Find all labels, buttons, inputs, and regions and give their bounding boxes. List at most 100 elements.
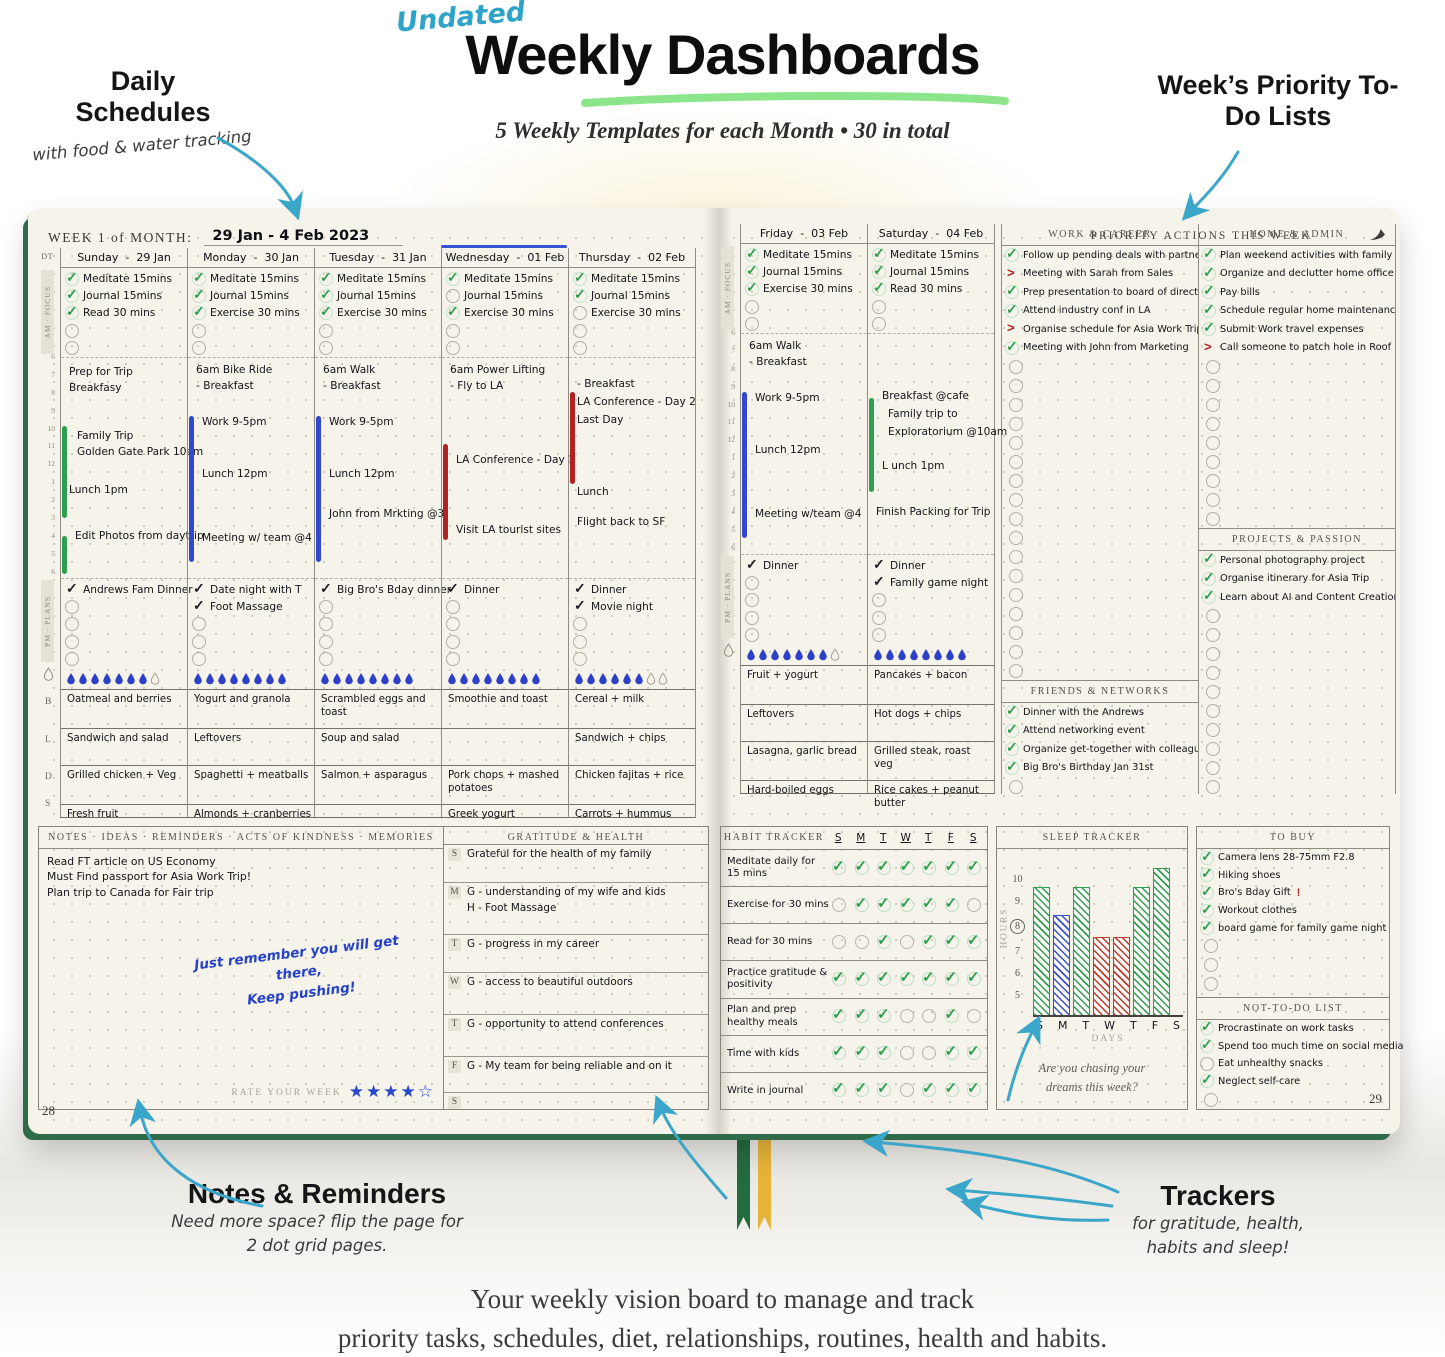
gratitude-row: S Grateful for the health of my family bbox=[444, 845, 708, 883]
habit-day-letter: T bbox=[925, 832, 932, 844]
water-drop-icon bbox=[794, 648, 804, 661]
checklist-item: Meditate 15mins bbox=[61, 269, 187, 287]
priority-item: Organise itinerary for Asia Trip bbox=[1199, 569, 1395, 589]
day-date: 30 Jan bbox=[264, 251, 299, 264]
checklist-label: Exercise 30 mins bbox=[464, 307, 554, 320]
hour-tick: 12 bbox=[47, 459, 56, 469]
page-title: Weekly Dashboards bbox=[465, 23, 980, 86]
checklist-item bbox=[61, 633, 187, 650]
habit-rows: Meditate daily for 15 mins Exercise for … bbox=[721, 850, 987, 1109]
gratitude-lines: G - access to beautiful outdoors bbox=[467, 976, 633, 1014]
gratitude-lines: G - progress in my career bbox=[467, 938, 599, 972]
hour-tick: 12 bbox=[727, 435, 736, 445]
habit-check bbox=[897, 1045, 920, 1062]
checklist-item bbox=[569, 633, 695, 650]
shopping-item-label: board game for family game night bbox=[1218, 922, 1387, 934]
meal-breakfast: Cereal + milk bbox=[569, 689, 695, 728]
gratitude-title: GRATITUDE & HEALTH bbox=[444, 827, 708, 845]
rate-your-week: RATE YOUR WEEK bbox=[231, 1083, 433, 1102]
check-icon bbox=[1200, 918, 1214, 936]
priority-item: Big Bro's Birthday Jan 31st bbox=[1002, 758, 1198, 778]
day-schedule: Breakfast @cafe Family trip to Exploratori… bbox=[868, 334, 1007, 555]
title-underline-swoosh bbox=[581, 91, 1009, 107]
meals-column: Fruit + yogurt Leftovers Lasagna, garlic… bbox=[741, 665, 867, 797]
checklist-item bbox=[315, 616, 441, 633]
checklist-item: Read 30 mins bbox=[61, 303, 187, 322]
checklist-item: Exercise 30 mins bbox=[442, 303, 568, 322]
time-bar bbox=[570, 392, 575, 484]
schedule-entry: Family trip to bbox=[888, 408, 958, 420]
circle-icon bbox=[1206, 704, 1220, 718]
shopping-items: Procrastinate on work tasks Spend too mu… bbox=[1197, 1018, 1404, 1090]
week-label: WEEK 1 of MONTH: bbox=[48, 230, 193, 245]
checklist-label: Dinner bbox=[890, 559, 926, 572]
empty-row bbox=[1002, 528, 1198, 547]
circle-icon bbox=[1009, 378, 1023, 393]
check-icon bbox=[446, 303, 460, 321]
meal-lunch: Leftovers bbox=[741, 704, 867, 741]
hour-tick: 10 bbox=[47, 423, 56, 433]
check-icon bbox=[573, 634, 587, 649]
schedule-entry: 6am Walk bbox=[749, 340, 802, 352]
hour-tick: 4 bbox=[51, 530, 55, 540]
priority-item: Schedule regular home maintenance bbox=[1199, 301, 1395, 321]
day-name: Monday bbox=[203, 251, 247, 264]
subtitle: 5 Weekly Templates for each Month • 30 i… bbox=[495, 118, 950, 143]
checklist-label: Meditate 15mins bbox=[591, 272, 680, 285]
priority-section-title: PROJECTS & PASSION bbox=[1199, 528, 1395, 551]
circle-icon bbox=[1206, 416, 1220, 431]
meal-letter: B bbox=[45, 697, 52, 707]
schedule-entry: Meeting w/team @4 bbox=[755, 508, 862, 520]
check-icon bbox=[65, 269, 79, 286]
priority-item: Organize get-together with colleagues bbox=[1002, 739, 1198, 759]
y-tick: 10 bbox=[1012, 874, 1023, 885]
checklist-item: Meditate 15mins bbox=[315, 269, 441, 287]
water-drop-icon bbox=[770, 648, 780, 661]
habit-check bbox=[829, 968, 852, 988]
shopping-items: Camera lens 28-75mm F2.8 Hiking shoes Br… bbox=[1197, 848, 1389, 937]
priority-item: Pay bills bbox=[1199, 282, 1395, 302]
am-focus-list: Meditate 15mins Journal 15mins Exercise … bbox=[188, 268, 314, 358]
check-icon bbox=[872, 573, 886, 590]
water-tracker bbox=[188, 667, 314, 689]
check-icon bbox=[192, 597, 206, 614]
habit-check bbox=[852, 934, 875, 951]
circle-icon bbox=[1009, 530, 1023, 545]
habit-check bbox=[897, 1008, 920, 1025]
hour-tick: 4 bbox=[731, 506, 735, 516]
meal-snack: Rice cakes + peanut butter bbox=[868, 780, 994, 811]
note-line: Must Find passport for Asia Work Trip! bbox=[47, 870, 252, 883]
day-separator: - bbox=[253, 251, 258, 264]
check-icon bbox=[1200, 1018, 1214, 1036]
checklist-label: Movie night bbox=[591, 601, 653, 614]
hour-tick: 3 bbox=[731, 488, 735, 498]
check-icon bbox=[65, 580, 79, 597]
priority-section: FRIENDS & NETWORKS Dinner with the Andre… bbox=[1002, 680, 1198, 794]
check-icon bbox=[1202, 550, 1216, 568]
circle-icon bbox=[1206, 723, 1220, 737]
circle-icon bbox=[1009, 511, 1023, 526]
sleep-bar bbox=[1073, 887, 1090, 1015]
habit-marks bbox=[829, 857, 987, 877]
left-gutter: DT AM · FOCUS 6 7 8 9 10 11 12 1 2 3 4 5 6 PM · PLAN… bbox=[38, 248, 60, 818]
time-bar bbox=[443, 444, 448, 540]
notes-section: NOTES · IDEAS · REMINDERS · ACTS OF KIND… bbox=[38, 826, 444, 1110]
check-icon bbox=[319, 341, 333, 356]
priority-item-label: Organize get-together with colleagues bbox=[1023, 743, 1198, 755]
meal-breakfast: Oatmeal and berries bbox=[61, 689, 187, 728]
habit-check bbox=[964, 1042, 987, 1062]
hour-tick: 7 bbox=[731, 345, 735, 355]
meals-column: Yogurt and granola Leftovers Spaghetti +… bbox=[188, 689, 314, 821]
habit-label: Plan and prep healthy meals bbox=[727, 1004, 798, 1028]
checklist-item: Dinner bbox=[868, 556, 994, 574]
schedule-entry: 6am Bike Ride bbox=[196, 364, 273, 376]
check-icon bbox=[745, 299, 759, 314]
meal-dinner: Grilled chicken + Veg bbox=[61, 765, 187, 804]
empty-row bbox=[1199, 509, 1395, 528]
check-icon bbox=[192, 341, 206, 356]
empty-row bbox=[1199, 721, 1395, 740]
empty-rows bbox=[1199, 357, 1395, 528]
water-drop-icon bbox=[634, 672, 644, 685]
check-icon bbox=[65, 634, 79, 649]
